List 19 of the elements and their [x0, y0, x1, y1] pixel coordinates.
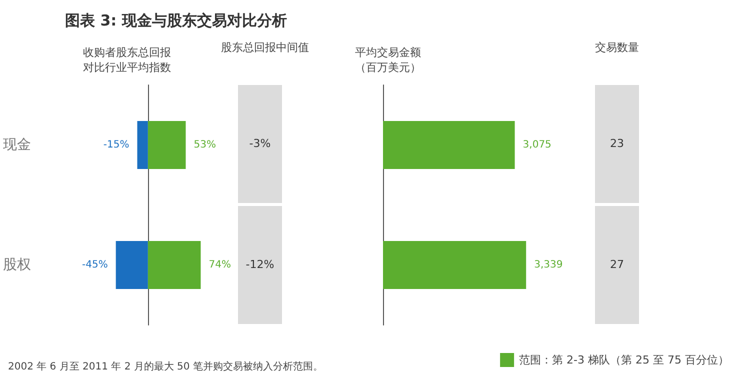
y-tick-label: 现金: [3, 137, 31, 153]
text: 2002 年 6 月至 2011 年 2 月的最大 50 笔并购交易被纳入分析范围。: [8, 360, 323, 372]
legend-label: 范围：第 2-3 梯队（第 25 至 75 百分位）: [519, 354, 730, 366]
data-label: 53%: [194, 140, 216, 150]
text: 交易数量: [594, 40, 640, 55]
text: 27: [610, 258, 624, 271]
data-label: 3,075: [522, 140, 552, 150]
text: -3%: [249, 137, 271, 150]
y-tick-label: 股权: [3, 257, 31, 273]
data-label: 3,339: [534, 260, 563, 270]
text: -12%: [246, 258, 274, 271]
text: 股东总回报中间值: [220, 40, 310, 55]
data-label: 74%: [208, 260, 231, 270]
chart-title: 平均交易金额（百万美元）: [355, 46, 421, 74]
chart-title: 图表 3: 现金与股东交易对比分析: [65, 12, 287, 30]
text: 23: [610, 137, 624, 150]
data-label: -45%: [82, 260, 108, 270]
data-label: -15%: [103, 140, 130, 150]
chart-subtitle: 收购者股东总回报对比行业平均指数: [83, 46, 171, 74]
